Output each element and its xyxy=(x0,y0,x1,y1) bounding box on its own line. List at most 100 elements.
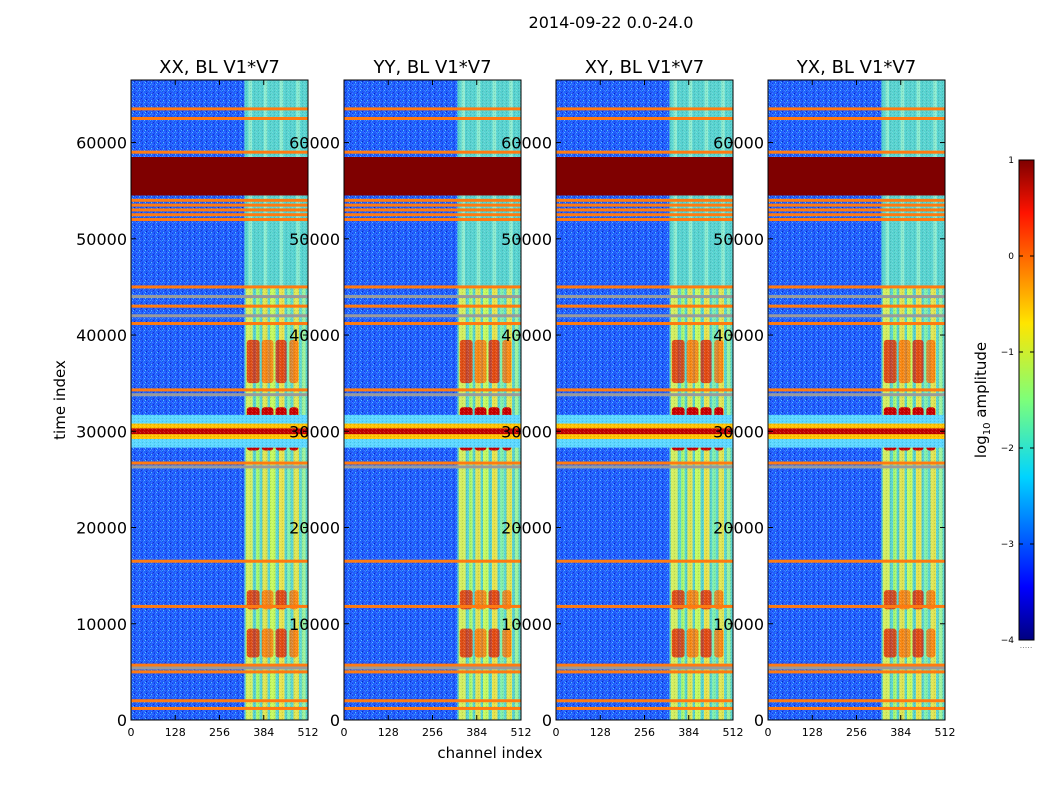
flagged-row xyxy=(768,218,945,222)
y-tick-label: 40000 xyxy=(713,326,764,345)
flagged-row xyxy=(768,213,945,217)
flagged-row xyxy=(556,465,733,469)
flagged-row xyxy=(344,208,521,212)
flagged-row xyxy=(131,150,308,154)
colorbar-tick-label: −1 xyxy=(1001,348,1014,358)
flagged-row xyxy=(131,393,308,397)
heatmap-panel: XY, BL V1*V7 0 128 256 384 512 0 10000 20000 3000… xyxy=(501,57,743,739)
flagged-row xyxy=(556,116,733,120)
y-tick-label: 60000 xyxy=(713,134,764,153)
flagged-row xyxy=(556,150,733,154)
flagged-row xyxy=(131,295,308,299)
panel-title: YY, BL V1*V7 xyxy=(372,57,491,78)
x-tick-label: 512 xyxy=(723,726,744,739)
flagged-row xyxy=(556,321,733,325)
y-tick-label: 50000 xyxy=(713,230,764,249)
colorbar-tick-label: −4 xyxy=(1001,636,1015,646)
saturated-band xyxy=(131,156,308,196)
flagged-row xyxy=(131,559,308,563)
flagged-row xyxy=(768,699,945,703)
y-tick-label: 0 xyxy=(754,711,764,730)
colorbar-tick-label: 1 xyxy=(1008,156,1014,166)
flagged-row xyxy=(344,393,521,397)
x-tick-label: 512 xyxy=(298,726,319,739)
figure-suptitle: 2014-09-22 0.0-24.0 xyxy=(529,13,694,32)
x-tick-label: 384 xyxy=(466,726,487,739)
flagged-row xyxy=(556,461,733,465)
flagged-row xyxy=(768,393,945,397)
x-tick-label: 128 xyxy=(165,726,186,739)
y-tick-label: 10000 xyxy=(501,615,552,634)
flagged-row xyxy=(556,666,733,670)
colorbar-gradient xyxy=(1018,159,1035,641)
x-tick-label: 128 xyxy=(802,726,823,739)
flagged-row xyxy=(344,150,521,154)
flagged-row xyxy=(344,203,521,207)
flagged-row xyxy=(131,706,308,710)
flagged-row xyxy=(344,604,521,608)
y-tick-label: 0 xyxy=(330,711,340,730)
colorbar: 10−1−2−3−4 ..... log10 amplitude xyxy=(972,156,1035,650)
y-tick-label: 50000 xyxy=(76,230,127,249)
x-tick-label: 0 xyxy=(341,726,348,739)
y-tick-label: 0 xyxy=(117,711,127,730)
x-tick-label: 512 xyxy=(935,726,956,739)
panel-title: XX, BL V1*V7 xyxy=(159,57,280,78)
y-tick-label: 30000 xyxy=(76,422,127,441)
y-tick-label: 30000 xyxy=(289,422,340,441)
y-tick-label: 20000 xyxy=(289,519,340,538)
flagged-row xyxy=(556,388,733,392)
y-tick-label: 20000 xyxy=(76,519,127,538)
heatmap-panel: YY, BL V1*V7 0 128 256 384 512 0 10000 20000 3000… xyxy=(289,57,531,739)
flagged-row xyxy=(131,208,308,212)
flagged-row xyxy=(344,559,521,563)
y-tick-label: 40000 xyxy=(501,326,552,345)
flagged-row xyxy=(131,321,308,325)
flagged-row xyxy=(768,461,945,465)
flagged-row xyxy=(556,314,733,318)
flagged-row xyxy=(131,218,308,222)
flagged-row xyxy=(344,388,521,392)
heatmap-panel: YX, BL V1*V7 0 128 256 384 512 0 10000 20000 3000… xyxy=(713,57,955,739)
flagged-row xyxy=(556,706,733,710)
flagged-row xyxy=(768,388,945,392)
flagged-row xyxy=(768,116,945,120)
flagged-row xyxy=(344,706,521,710)
flagged-row xyxy=(344,699,521,703)
saturated-band xyxy=(556,156,733,196)
flagged-row xyxy=(768,295,945,299)
flagged-row xyxy=(344,314,521,318)
flagged-row xyxy=(344,213,521,217)
y-tick-label: 60000 xyxy=(501,134,552,153)
flagged-row xyxy=(768,314,945,318)
flagged-row xyxy=(131,213,308,217)
x-tick-label: 256 xyxy=(209,726,230,739)
flagged-row xyxy=(768,107,945,111)
saturated-band xyxy=(344,156,521,196)
flagged-row xyxy=(556,663,733,667)
flagged-row xyxy=(556,304,733,308)
flagged-row xyxy=(131,465,308,469)
y-tick-label: 10000 xyxy=(76,615,127,634)
flagged-row xyxy=(768,321,945,325)
flagged-row xyxy=(131,304,308,308)
y-tick-label: 20000 xyxy=(501,519,552,538)
flagged-row xyxy=(131,314,308,318)
flagged-row xyxy=(556,285,733,289)
x-tick-label: 512 xyxy=(511,726,532,739)
colorbar-label-base: log xyxy=(972,435,990,458)
y-tick-label: 40000 xyxy=(76,326,127,345)
flagged-row xyxy=(131,670,308,674)
flagged-row xyxy=(556,218,733,222)
flagged-row xyxy=(131,604,308,608)
x-tick-label: 128 xyxy=(590,726,611,739)
y-tick-label: 10000 xyxy=(289,615,340,634)
flagged-row xyxy=(768,465,945,469)
flagged-row xyxy=(556,198,733,202)
flagged-row xyxy=(768,604,945,608)
flagged-row xyxy=(344,107,521,111)
flagged-row xyxy=(768,666,945,670)
flagged-row xyxy=(344,295,521,299)
x-tick-label: 256 xyxy=(846,726,867,739)
